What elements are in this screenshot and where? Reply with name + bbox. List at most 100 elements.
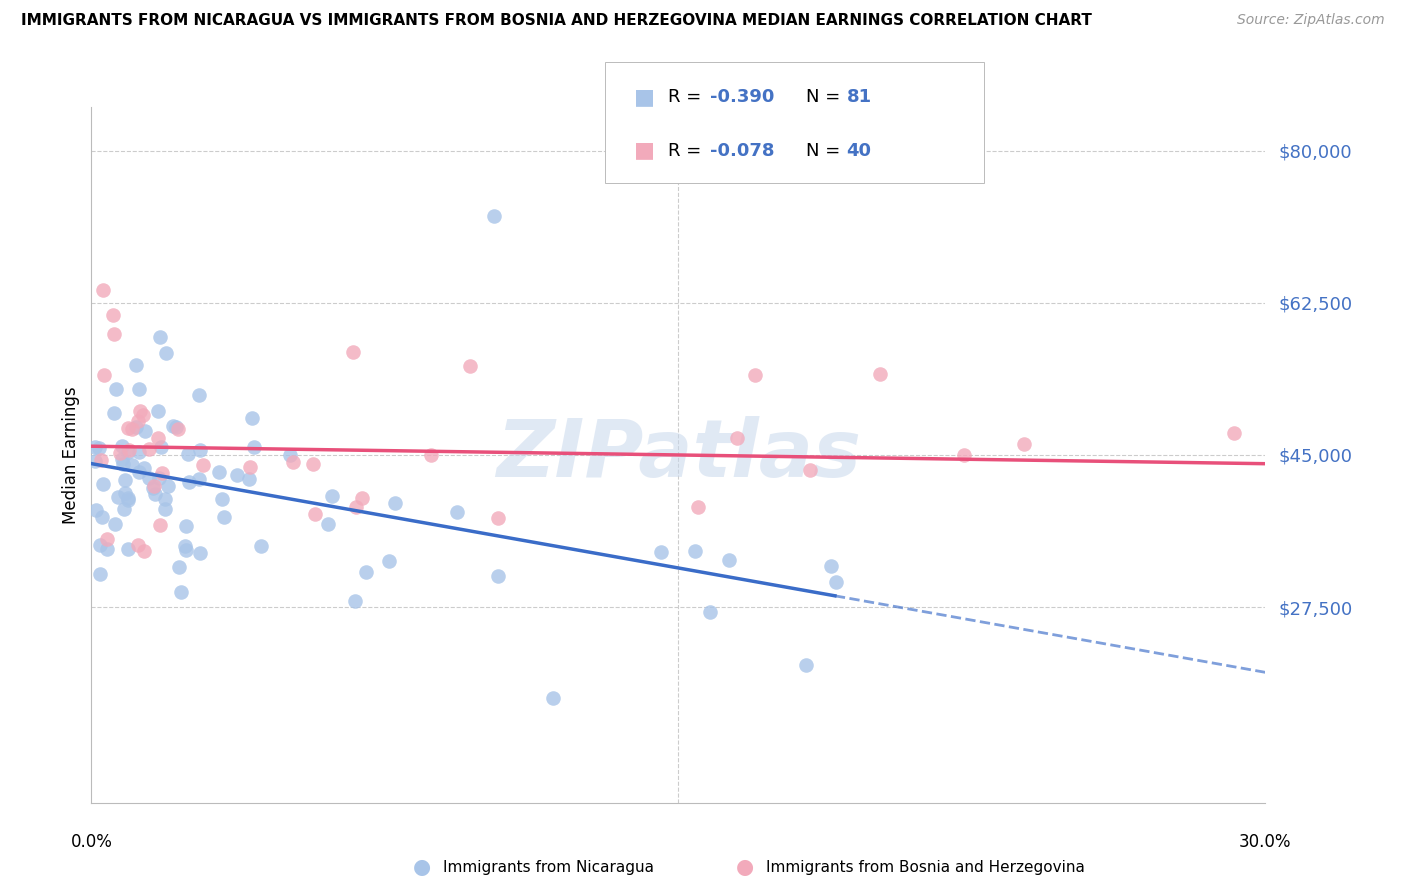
Text: N =: N =	[806, 88, 845, 106]
Point	[91, 510, 114, 524]
Point	[128, 445, 150, 459]
Point	[177, 475, 200, 490]
Point	[346, 500, 368, 515]
Point	[799, 463, 821, 477]
Point	[191, 458, 214, 473]
Text: 0.0%: 0.0%	[70, 833, 112, 851]
Point	[96, 542, 118, 557]
Point	[212, 509, 235, 524]
Point	[460, 359, 482, 373]
Point	[153, 491, 176, 506]
Point	[143, 487, 166, 501]
Text: ■: ■	[634, 87, 655, 107]
Point	[344, 594, 367, 608]
Point	[101, 308, 124, 322]
Text: IMMIGRANTS FROM NICARAGUA VS IMMIGRANTS FROM BOSNIA AND HERZEGOVINA MEDIAN EARNI: IMMIGRANTS FROM NICARAGUA VS IMMIGRANTS …	[21, 13, 1092, 29]
Point	[177, 447, 200, 461]
Point	[188, 442, 211, 457]
Point	[281, 455, 304, 469]
Point	[384, 496, 406, 510]
Point	[127, 538, 149, 552]
Point	[91, 477, 114, 491]
Point	[84, 503, 107, 517]
Point	[446, 505, 468, 519]
Point	[350, 491, 373, 506]
Point	[125, 358, 148, 372]
Point	[118, 443, 141, 458]
Point	[484, 209, 506, 223]
Point	[744, 368, 766, 383]
Point	[278, 448, 301, 462]
Point	[486, 510, 509, 524]
Point	[302, 457, 325, 471]
Point	[142, 481, 165, 495]
Point	[127, 414, 149, 428]
Point	[105, 382, 128, 396]
Point	[89, 538, 111, 552]
Point	[138, 442, 160, 456]
Point	[103, 327, 125, 342]
Point	[188, 388, 211, 402]
Point	[226, 467, 249, 482]
Point	[90, 452, 112, 467]
Point	[128, 382, 150, 396]
Point	[342, 344, 364, 359]
Point	[91, 283, 114, 297]
Point	[121, 422, 143, 436]
Point	[354, 566, 377, 580]
Text: Immigrants from Nicaragua: Immigrants from Nicaragua	[443, 860, 654, 874]
Point	[107, 490, 129, 504]
Point	[167, 559, 190, 574]
Point	[150, 466, 173, 480]
Point	[125, 420, 148, 434]
Point	[683, 544, 706, 558]
Point	[488, 569, 510, 583]
Point	[87, 442, 110, 456]
Text: R =: R =	[668, 88, 707, 106]
Point	[699, 605, 721, 619]
Point	[138, 471, 160, 485]
Text: Immigrants from Bosnia and Herzegovina: Immigrants from Bosnia and Herzegovina	[766, 860, 1085, 874]
Point	[240, 411, 263, 425]
Point	[111, 457, 134, 471]
Point	[162, 418, 184, 433]
Point	[686, 500, 709, 514]
Point	[149, 329, 172, 343]
Point	[132, 460, 155, 475]
Text: 81: 81	[846, 88, 872, 106]
Point	[103, 406, 125, 420]
Point	[250, 539, 273, 553]
Point	[796, 658, 818, 673]
Point	[117, 421, 139, 435]
Text: 30.0%: 30.0%	[1239, 833, 1292, 851]
Point	[156, 479, 179, 493]
Point	[89, 566, 111, 581]
Point	[132, 408, 155, 422]
Point	[1223, 426, 1246, 441]
Point	[117, 444, 139, 458]
Point	[117, 493, 139, 508]
Point	[93, 368, 115, 382]
Point	[155, 346, 177, 360]
Point	[117, 542, 139, 557]
Point	[208, 465, 231, 479]
Point	[96, 532, 118, 546]
Text: N =: N =	[806, 142, 845, 160]
Point	[321, 489, 343, 503]
Point	[111, 439, 134, 453]
Text: ●: ●	[737, 857, 754, 877]
Point	[117, 491, 139, 506]
Text: Source: ZipAtlas.com: Source: ZipAtlas.com	[1237, 13, 1385, 28]
Point	[121, 458, 143, 473]
Point	[725, 430, 748, 444]
Y-axis label: Median Earnings: Median Earnings	[62, 386, 80, 524]
Text: -0.078: -0.078	[710, 142, 775, 160]
Point	[167, 421, 190, 435]
Point	[378, 554, 401, 568]
Point	[718, 553, 741, 567]
Point	[169, 584, 191, 599]
Point	[108, 445, 131, 459]
Point	[238, 472, 260, 486]
Point	[173, 539, 195, 553]
Point	[148, 470, 170, 484]
